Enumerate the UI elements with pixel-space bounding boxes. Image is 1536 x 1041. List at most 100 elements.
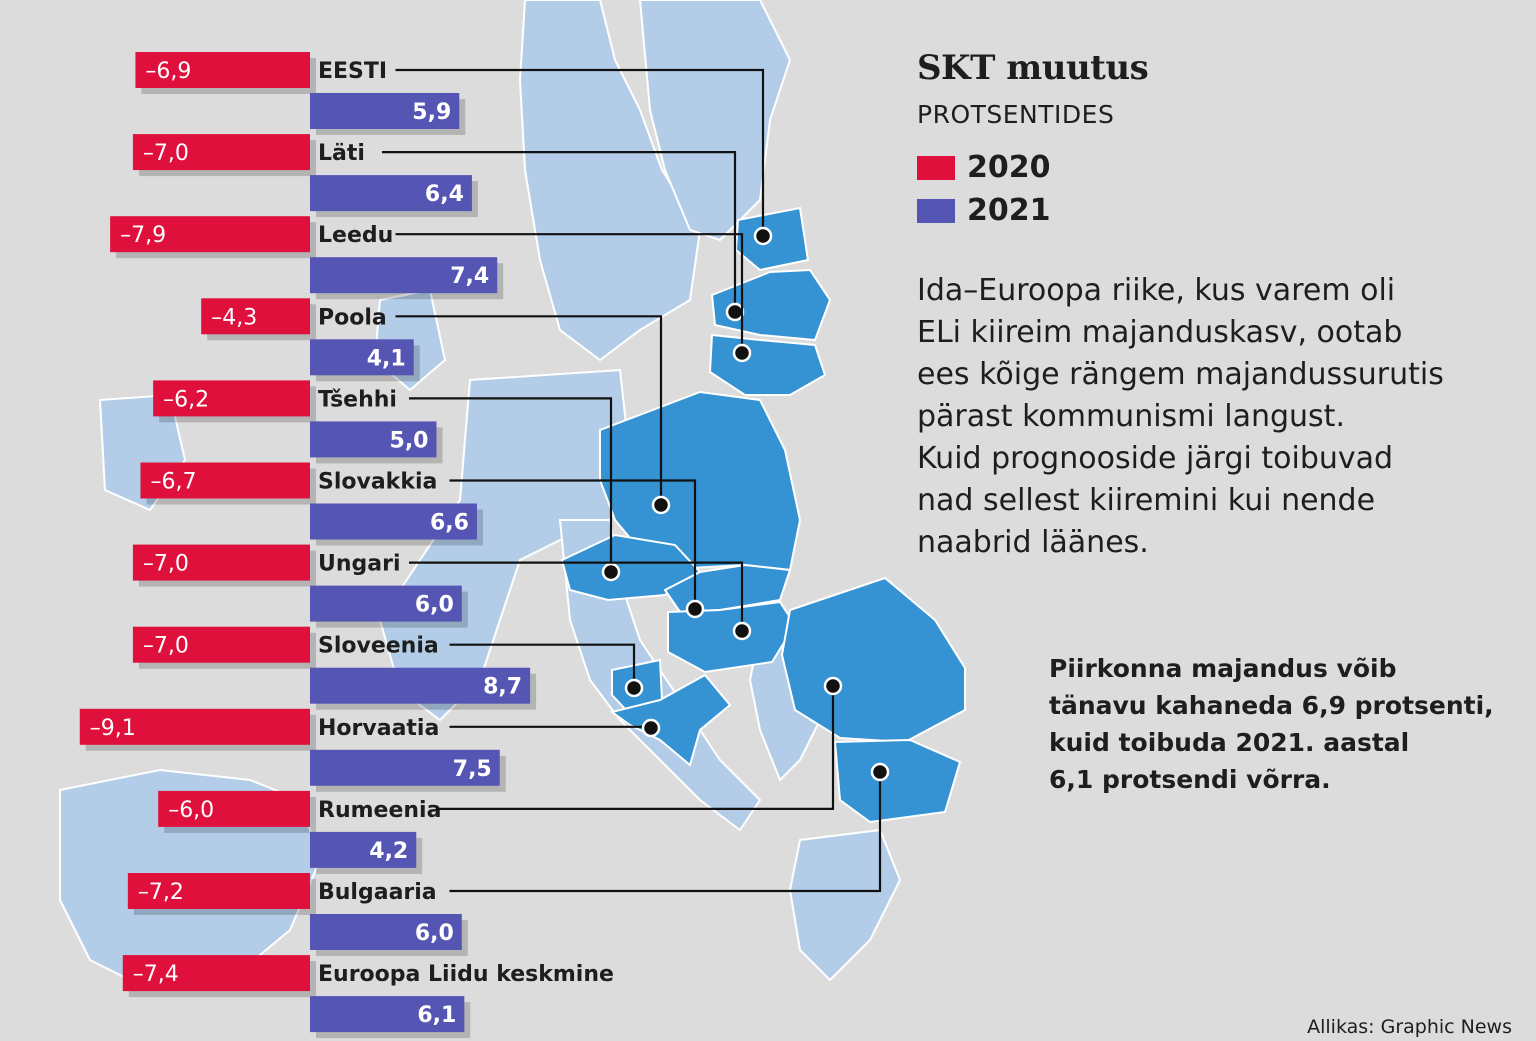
value-label-2020: –6,2 bbox=[163, 387, 209, 412]
value-label-2021: 6,4 bbox=[425, 182, 464, 207]
note-line: kuid toibuda 2021. aastal bbox=[1049, 728, 1410, 757]
country-label: Rumeenia bbox=[318, 798, 441, 823]
value-label-2020: –7,2 bbox=[138, 880, 184, 905]
bar-2021 bbox=[310, 585, 462, 622]
leader-line bbox=[436, 686, 835, 811]
value-label-2021: 6,6 bbox=[430, 511, 469, 536]
value-label-2021: 4,1 bbox=[367, 346, 406, 371]
leader-line bbox=[395, 233, 744, 353]
value-label-2021: 6,1 bbox=[417, 1003, 456, 1028]
value-label-2021: 6,0 bbox=[415, 593, 454, 618]
value-label-2020: –6,0 bbox=[168, 798, 214, 823]
legend-item-2021: 2021 bbox=[917, 193, 1051, 228]
legend-label-2020: 2020 bbox=[967, 150, 1051, 185]
country-pins bbox=[382, 68, 890, 893]
note-text: Piirkonna majandus võib tänavu kahaneda … bbox=[1049, 650, 1519, 798]
country-pin bbox=[870, 762, 890, 782]
bar-2020 bbox=[79, 708, 311, 745]
leader-line bbox=[409, 561, 744, 631]
legend-label-2021: 2021 bbox=[967, 193, 1051, 228]
country-label: EESTI bbox=[318, 59, 387, 84]
bar-2020 bbox=[140, 462, 310, 499]
country-pin bbox=[651, 495, 671, 515]
bar-2021 bbox=[310, 93, 460, 129]
country-pin bbox=[641, 718, 661, 738]
leader-line bbox=[395, 68, 765, 236]
bar-2021 bbox=[310, 831, 417, 868]
country-label: Leedu bbox=[318, 223, 393, 248]
value-label-2021: 7,5 bbox=[453, 757, 492, 782]
highlighted-country-shape bbox=[609, 673, 732, 767]
leader-line bbox=[449, 772, 882, 893]
country-pin bbox=[753, 226, 773, 246]
bar-2021 bbox=[310, 914, 462, 950]
leader-line bbox=[409, 397, 613, 572]
description-line: ELi kiireim majanduskasv, ootab bbox=[917, 315, 1403, 350]
bar-2020 bbox=[132, 544, 310, 581]
value-label-2020: –6,9 bbox=[145, 59, 191, 84]
country-pin bbox=[725, 302, 745, 322]
bar-2020 bbox=[153, 380, 310, 417]
country-pin bbox=[823, 676, 843, 696]
leader-line bbox=[395, 315, 663, 505]
leader-line bbox=[382, 151, 737, 312]
country-label: Poola bbox=[318, 305, 387, 330]
country-label: Euroopa Liidu keskmine bbox=[318, 962, 614, 987]
country-label: Bulgaaria bbox=[318, 880, 437, 905]
description-line: nad sellest kiiremini kui nende bbox=[917, 483, 1376, 518]
country-label: Slovakkia bbox=[318, 470, 437, 495]
legend-swatch-2021 bbox=[917, 198, 955, 223]
value-label-2020: –7,0 bbox=[143, 141, 189, 166]
bar-2021 bbox=[310, 175, 472, 212]
description-line: ees kõige rängem majandussurutis bbox=[917, 357, 1444, 392]
leader-line bbox=[449, 643, 636, 688]
source-credit: Allikas: Graphic News bbox=[1307, 1016, 1512, 1038]
country-pin bbox=[732, 621, 752, 641]
bar-2020 bbox=[132, 134, 310, 171]
description-line: pärast kommunismi langust. bbox=[917, 399, 1345, 434]
bar-2021 bbox=[310, 421, 437, 458]
bar-2021 bbox=[310, 257, 498, 294]
bar-2020 bbox=[127, 873, 310, 909]
leader-line bbox=[449, 725, 653, 728]
highlighted-country-shape bbox=[734, 206, 810, 272]
bar-2020 bbox=[201, 298, 310, 335]
country-label: Sloveenia bbox=[318, 634, 439, 659]
bar-2021 bbox=[310, 339, 414, 376]
country-label: Horvaatia bbox=[318, 716, 439, 741]
value-label-2021: 6,0 bbox=[415, 921, 454, 946]
value-label-2021: 5,0 bbox=[390, 428, 429, 453]
value-label-2020: –9,1 bbox=[90, 716, 136, 741]
country-pin bbox=[732, 343, 752, 363]
value-label-2020: –7,0 bbox=[143, 552, 189, 577]
bar-2021 bbox=[310, 749, 500, 786]
value-label-2020: –7,4 bbox=[133, 962, 179, 987]
highlighted-country-shape bbox=[708, 333, 827, 396]
gdp-bar-chart: –6,9 5,9 EESTI –7,0 6,4 Läti –7,9 7,4 Leedu –4,3 4… bbox=[79, 52, 614, 1039]
country-pin bbox=[624, 678, 644, 698]
chart-subtitle: PROTSENTIDES bbox=[917, 100, 1115, 129]
note-line: 6,1 protsendi võrra. bbox=[1049, 765, 1331, 794]
bar-2021 bbox=[310, 503, 477, 540]
country-label: Tšehhi bbox=[318, 387, 397, 412]
bar-2020 bbox=[158, 790, 310, 827]
description-line: naabrid läänes. bbox=[917, 525, 1149, 560]
country-pin bbox=[685, 599, 705, 619]
legend-swatch-2020 bbox=[917, 155, 955, 180]
value-label-2021: 4,2 bbox=[369, 839, 408, 864]
eu-region-shape bbox=[518, 0, 702, 362]
chart-title: SKT muutus bbox=[917, 48, 1149, 88]
country-pin bbox=[601, 562, 621, 582]
value-label-2020: –7,9 bbox=[120, 223, 166, 248]
value-label-2020: –7,0 bbox=[143, 634, 189, 659]
bar-2020 bbox=[135, 52, 310, 88]
legend-item-2020: 2020 bbox=[917, 150, 1051, 185]
country-label: Läti bbox=[318, 141, 365, 166]
value-label-2020: –4,3 bbox=[211, 305, 257, 330]
country-label: Ungari bbox=[318, 552, 401, 577]
description-text: Ida–Euroopa riike, kus varem oli ELi kii… bbox=[917, 270, 1517, 564]
highlighted-country-shape bbox=[780, 576, 966, 744]
bar-2021 bbox=[310, 667, 531, 704]
bar-2020 bbox=[110, 216, 310, 253]
value-label-2021: 5,9 bbox=[412, 100, 451, 125]
